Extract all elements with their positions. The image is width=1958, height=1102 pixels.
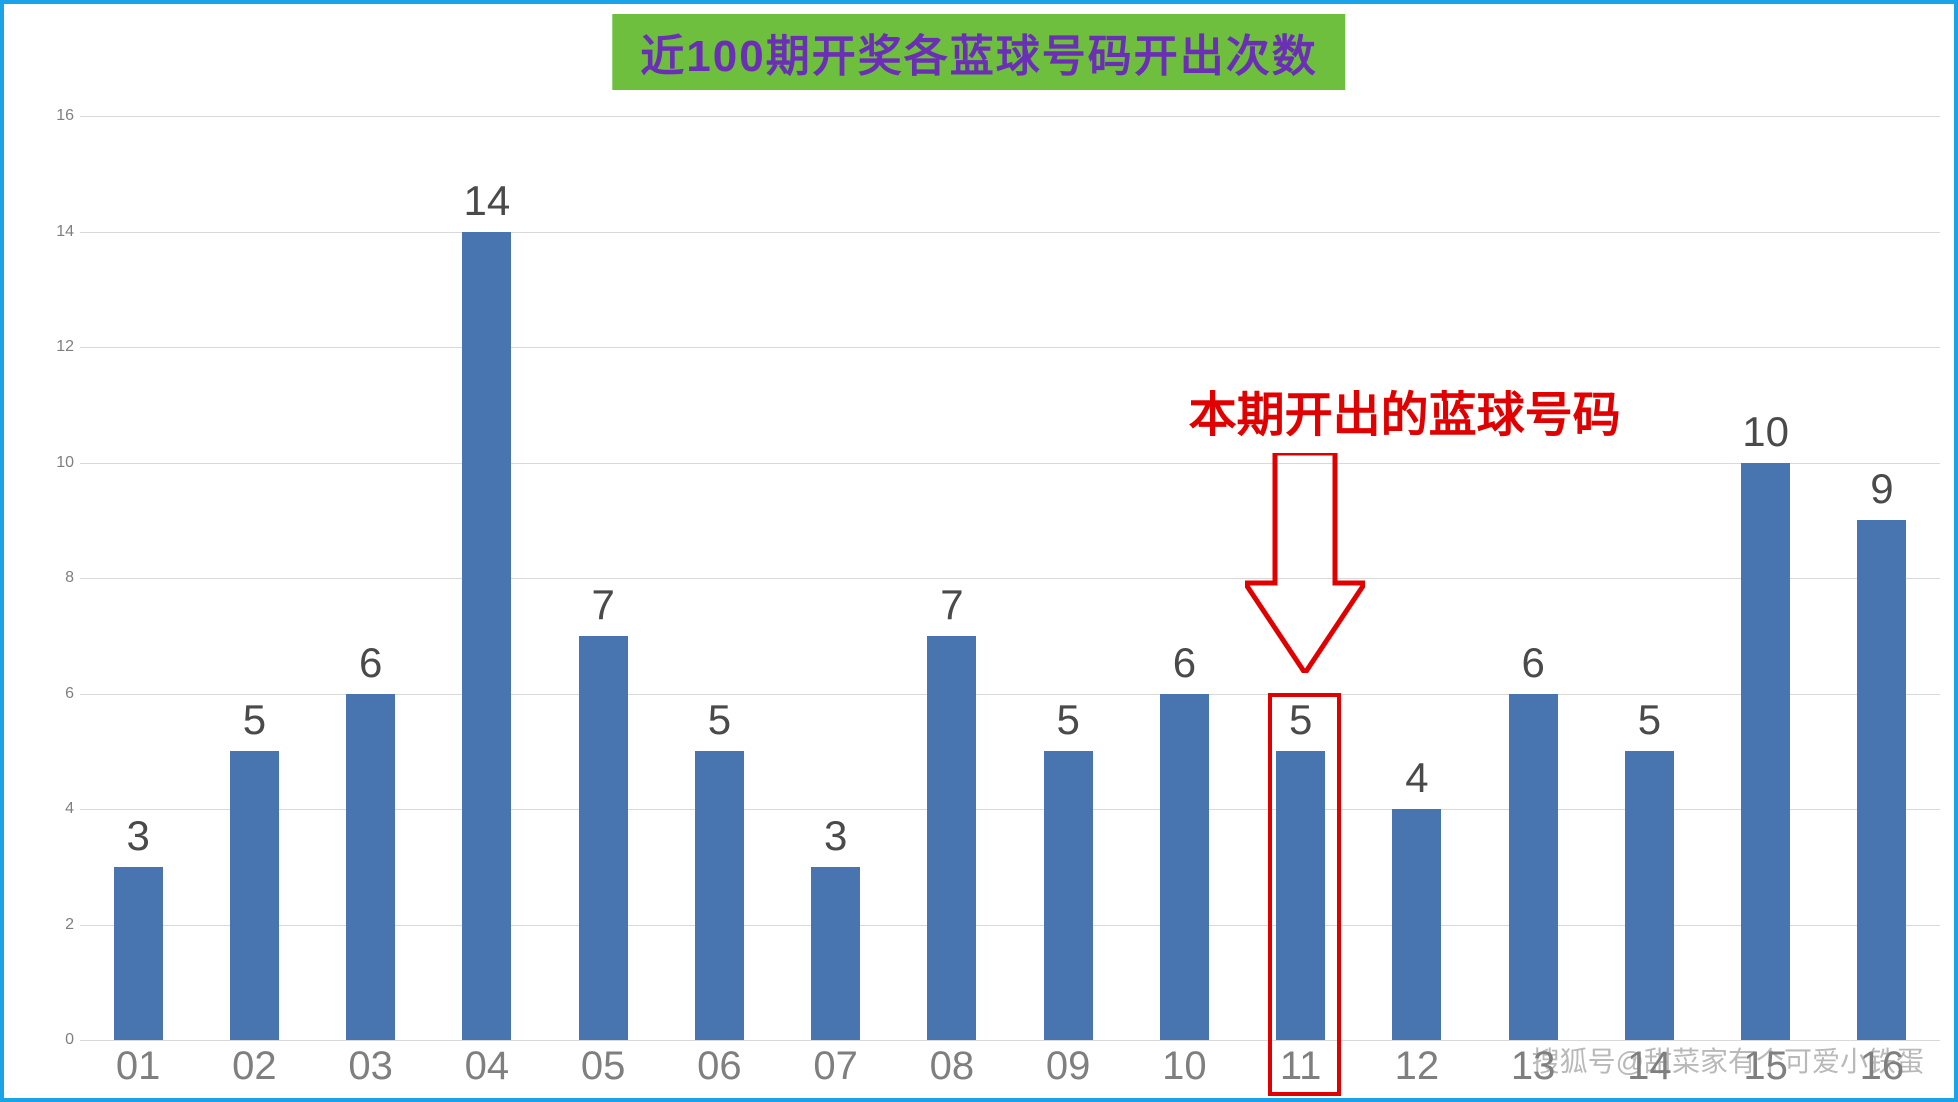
y-tick-label: 14 — [46, 223, 74, 241]
bar-slot: 5 — [661, 116, 777, 1040]
bar-slot: 6 — [1126, 116, 1242, 1040]
arrow-down-icon — [1245, 453, 1365, 673]
bar-slot: 3 — [778, 116, 894, 1040]
bar-value-label: 6 — [1160, 642, 1209, 684]
bar: 3 — [811, 867, 860, 1040]
bar-slot: 7 — [894, 116, 1010, 1040]
y-tick-label: 10 — [46, 454, 74, 472]
bar: 10 — [1741, 463, 1790, 1041]
x-tick-label: 16 — [1824, 1044, 1940, 1090]
bar-value-label: 5 — [1044, 699, 1093, 741]
bar: 9 — [1857, 520, 1906, 1040]
bar-slot: 9 — [1824, 116, 1940, 1040]
bar: 5 — [1625, 751, 1674, 1040]
y-tick-label: 6 — [46, 685, 74, 703]
bar-slot: 14 — [429, 116, 545, 1040]
x-tick-label: 15 — [1708, 1044, 1824, 1090]
chart-title: 近100期开奖各蓝球号码开出次数 — [612, 14, 1345, 90]
x-tick-label: 13 — [1475, 1044, 1591, 1090]
bar: 5 — [1276, 751, 1325, 1040]
y-tick-label: 0 — [46, 1031, 74, 1049]
bar-slot: 5 — [1591, 116, 1707, 1040]
bar-slot: 6 — [313, 116, 429, 1040]
chart-frame: 近100期开奖各蓝球号码开出次数 02468101214163561475375… — [0, 0, 1958, 1102]
x-tick-label: 11 — [1243, 1044, 1359, 1090]
bar-slot: 4 — [1359, 116, 1475, 1040]
bar-value-label: 5 — [230, 699, 279, 741]
bar: 3 — [114, 867, 163, 1040]
chart-area: 0246810121416356147537565465109 — [44, 92, 1940, 1040]
x-tick-label: 05 — [545, 1044, 661, 1090]
bar-value-label: 3 — [811, 815, 860, 857]
x-tick-label: 08 — [894, 1044, 1010, 1090]
plot-region: 0246810121416356147537565465109 — [80, 116, 1940, 1040]
bar-value-label: 7 — [927, 584, 976, 626]
bar: 4 — [1392, 809, 1441, 1040]
x-axis-labels: 01020304050607080910111213141516 — [80, 1044, 1940, 1090]
bar-value-label: 9 — [1857, 468, 1906, 510]
bar-slot: 10 — [1708, 116, 1824, 1040]
bar-slot: 3 — [80, 116, 196, 1040]
x-tick-label: 09 — [1010, 1044, 1126, 1090]
bar-value-label: 14 — [462, 180, 511, 222]
x-tick-label: 07 — [778, 1044, 894, 1090]
x-tick-label: 01 — [80, 1044, 196, 1090]
bar-value-label: 5 — [1276, 699, 1325, 741]
x-tick-label: 04 — [429, 1044, 545, 1090]
bar-value-label: 10 — [1741, 411, 1790, 453]
bar-value-label: 7 — [579, 584, 628, 626]
annotation-text: 本期开出的蓝球号码 — [1189, 375, 1621, 445]
y-tick-label: 8 — [46, 569, 74, 587]
bar: 14 — [462, 232, 511, 1041]
bar-value-label: 6 — [346, 642, 395, 684]
bar: 5 — [695, 751, 744, 1040]
bar: 5 — [1044, 751, 1093, 1040]
bars-container: 356147537565465109 — [80, 116, 1940, 1040]
bar-slot: 5 — [1010, 116, 1126, 1040]
x-tick-label: 10 — [1126, 1044, 1242, 1090]
y-tick-label: 2 — [46, 916, 74, 934]
x-tick-label: 12 — [1359, 1044, 1475, 1090]
bar-value-label: 6 — [1509, 642, 1558, 684]
x-tick-label: 14 — [1591, 1044, 1707, 1090]
y-tick-label: 4 — [46, 800, 74, 818]
y-tick-label: 12 — [46, 338, 74, 356]
bar-value-label: 5 — [1625, 699, 1674, 741]
bar-value-label: 3 — [114, 815, 163, 857]
bar-slot: 7 — [545, 116, 661, 1040]
bar-slot: 6 — [1475, 116, 1591, 1040]
y-tick-label: 16 — [46, 107, 74, 125]
bar-slot: 5 — [196, 116, 312, 1040]
bar: 7 — [927, 636, 976, 1040]
x-tick-label: 06 — [661, 1044, 777, 1090]
x-tick-label: 03 — [313, 1044, 429, 1090]
bar: 6 — [1509, 694, 1558, 1041]
gridline — [80, 1040, 1940, 1041]
bar: 6 — [346, 694, 395, 1041]
bar: 7 — [579, 636, 628, 1040]
x-tick-label: 02 — [196, 1044, 312, 1090]
bar: 5 — [230, 751, 279, 1040]
bar: 6 — [1160, 694, 1209, 1041]
bar-value-label: 5 — [695, 699, 744, 741]
bar-value-label: 4 — [1392, 757, 1441, 799]
